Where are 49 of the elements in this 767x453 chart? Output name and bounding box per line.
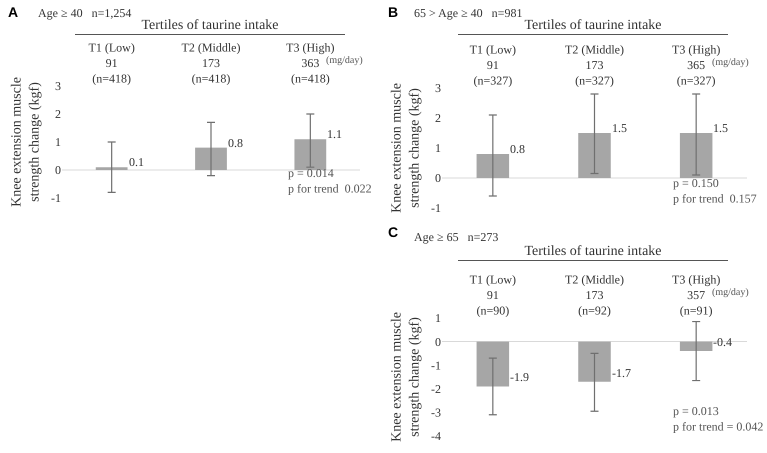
y-tick-label: 3 [435, 81, 441, 96]
y-tick-label: -4 [431, 429, 441, 444]
chart-subtitle: Age ≥ 40 n=1,254 [38, 6, 132, 21]
y-tick-label: -3 [431, 406, 441, 420]
x-tick-label: T1 (Low) 91 (n=327) [470, 42, 516, 88]
y-tick-label: -2 [431, 382, 441, 396]
x-tick-label: T2 (Middle) 173 (n=92) [565, 272, 624, 318]
x-tick-label: T2 (Middle) 173 (n=327) [565, 42, 624, 88]
data-label: -0.4 [713, 335, 732, 349]
x-tick-label: T1 (Low) 91 (n=418) [88, 40, 135, 86]
y-tick-label: 0 [435, 171, 441, 186]
y-tick-label: 0 [55, 163, 61, 178]
chart-subtitle: 65 > Age ≥ 40 n=981 [414, 6, 522, 21]
x-tick-label: T2 (Middle) 173 (n=418) [182, 40, 240, 86]
data-label: -1.7 [612, 366, 631, 380]
y-tick-label: 2 [55, 107, 61, 122]
chart-title: C [388, 224, 398, 240]
y-tick-label: 3 [55, 79, 61, 94]
data-label: 0.8 [228, 136, 243, 150]
data-label: -1.9 [510, 370, 529, 384]
text: (mg/day) [712, 57, 749, 68]
data-label: 1.5 [612, 121, 627, 135]
text: (mg/day) [326, 55, 363, 66]
data-label: 1.1 [327, 127, 342, 141]
chart-title: B [388, 4, 398, 20]
chart-subtitle: Age ≥ 65 n=273 [414, 230, 498, 245]
annotation: p = 0.014 p for trend 0.022 [288, 166, 372, 196]
data-label: 0.1 [129, 155, 144, 169]
annotation: p = 0.150 p for trend 0.157 [673, 176, 757, 206]
y-axis-title: Knee extension muscle strength change (kgf) [389, 312, 423, 442]
chart-title: A [8, 4, 18, 20]
annotation: p = 0.013 p for trend = 0.042 [673, 404, 764, 434]
y-tick-label: 2 [435, 111, 441, 126]
y-tick-label: 1 [435, 141, 441, 156]
text: (mg/day) [712, 287, 749, 298]
data-label: 0.8 [510, 142, 525, 156]
y-tick-label: 1 [55, 135, 61, 150]
data-label: 1.5 [713, 121, 728, 135]
x-tick-label: T1 (Low) 91 (n=90) [470, 272, 516, 318]
y-tick-label: 1 [435, 311, 441, 326]
y-axis-title: Knee extension muscle strength change (kgf) [389, 83, 423, 213]
x-axis-title: Tertiles of taurine intake [141, 18, 279, 33]
x-axis-title: Tertiles of taurine intake [524, 18, 662, 33]
y-tick-label: 0 [435, 334, 441, 349]
x-axis-title: Tertiles of taurine intake [458, 244, 728, 261]
y-tick-label: -1 [431, 201, 441, 216]
y-axis-title: Knee extension muscle strength change (kgf) [9, 77, 43, 207]
y-tick-label: -1 [431, 358, 441, 372]
y-tick-label: -1 [51, 191, 61, 206]
